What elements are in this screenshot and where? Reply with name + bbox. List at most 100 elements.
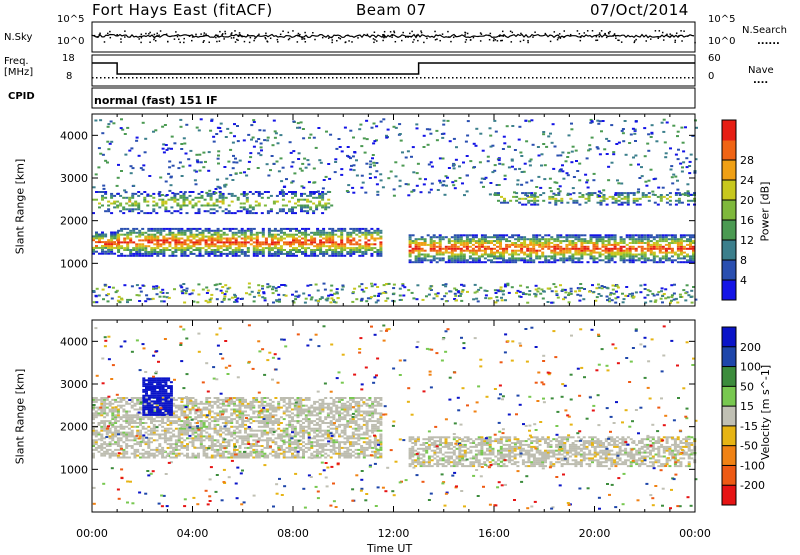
power-cell: [617, 203, 621, 206]
velocity-cell: [219, 435, 223, 438]
power-cell: [547, 135, 551, 138]
power-cell: [658, 257, 662, 260]
power-cell: [514, 243, 518, 246]
power-cell: [670, 294, 674, 297]
velocity-cell: [188, 422, 192, 424]
power-cell: [222, 245, 226, 248]
power-cell: [503, 178, 507, 181]
power-cell: [376, 286, 380, 288]
velocity-cell: [141, 425, 145, 428]
power-cell: [622, 251, 626, 254]
power-cell: [349, 168, 353, 171]
power-cell: [477, 249, 481, 252]
power-cell: [239, 210, 243, 213]
power-cell: [337, 138, 341, 140]
power-cell: [155, 287, 158, 290]
power-cell: [252, 227, 256, 230]
power-cell: [322, 241, 326, 244]
velocity-cell: [186, 414, 189, 417]
power-cell: [543, 164, 547, 167]
power-cell: [447, 240, 451, 243]
velocity-cell: [114, 443, 118, 446]
power-cell: [447, 245, 451, 248]
power-cell: [533, 197, 537, 200]
power-cell: [613, 255, 617, 258]
power-cell: [607, 234, 611, 237]
velocity-cell: [116, 431, 120, 434]
power-cell: [225, 252, 229, 255]
power-cell: [673, 234, 677, 237]
power-cell: [360, 288, 364, 291]
power-cell: [577, 251, 581, 254]
velocity-cell: [191, 445, 195, 447]
velocity-cell: [111, 431, 115, 434]
power-cell: [217, 162, 220, 165]
power-cell: [375, 162, 379, 164]
velocity-cell: [125, 450, 129, 453]
power-cell: [174, 233, 178, 236]
power-cell: [210, 245, 214, 248]
power-cell: [505, 240, 509, 243]
power-cell: [218, 186, 222, 189]
power-cell: [499, 240, 502, 243]
power-cell: [414, 249, 418, 252]
velocity-cell: [125, 422, 129, 424]
power-cell: [427, 163, 431, 166]
power-cell: [227, 212, 231, 215]
power-cell: [658, 251, 662, 254]
power-cell: [411, 249, 415, 252]
velocity-cell: [224, 408, 228, 411]
power-cell: [340, 168, 344, 171]
power-cell: [215, 133, 219, 135]
power-cell: [417, 251, 421, 254]
power-cell: [135, 254, 139, 257]
power-cell: [526, 259, 530, 262]
power-cell: [541, 261, 545, 264]
power-cell: [216, 237, 220, 240]
velocity-cell: [94, 446, 98, 449]
power-cell: [355, 251, 359, 253]
power-cell: [288, 210, 291, 213]
velocity-cell: [158, 420, 162, 423]
power-cell: [670, 296, 674, 298]
power-cell: [283, 185, 287, 188]
power-cell: [207, 235, 211, 238]
power-cell: [535, 253, 539, 256]
velocity-cell: [163, 412, 167, 415]
power-cell: [480, 238, 484, 241]
power-cell: [489, 134, 493, 137]
power-cell: [252, 119, 256, 122]
velocity-cell: [216, 431, 220, 434]
power-cell: [438, 234, 442, 237]
power-cell: [662, 118, 666, 121]
power-cell: [237, 247, 241, 250]
power-cell: [101, 246, 104, 249]
velocity-cell: [100, 452, 104, 455]
power-cell: [368, 177, 372, 179]
power-cell: [208, 189, 212, 192]
power-cell: [162, 254, 166, 257]
power-cell: [480, 243, 484, 246]
power-cell: [580, 242, 584, 244]
velocity-cell: [94, 431, 98, 434]
velocity-cell: [235, 441, 239, 444]
power-cell: [589, 121, 593, 124]
power-cell: [304, 247, 308, 250]
power-cell: [300, 208, 303, 211]
power-cell: [113, 243, 117, 246]
power-cell: [505, 249, 509, 252]
power-cell: [447, 257, 451, 260]
power-cell: [670, 259, 674, 262]
power-cell: [435, 249, 439, 252]
power-cell: [120, 229, 124, 232]
velocity-cell: [216, 420, 220, 423]
power-cell: [188, 194, 192, 197]
power-cell: [416, 162, 420, 165]
power-cell: [138, 300, 142, 302]
power-cell: [149, 298, 153, 301]
power-cell: [628, 245, 632, 248]
power-cell: [251, 208, 255, 211]
power-cell: [691, 134, 695, 137]
power-cell: [244, 193, 248, 196]
power-cell: [652, 251, 656, 254]
